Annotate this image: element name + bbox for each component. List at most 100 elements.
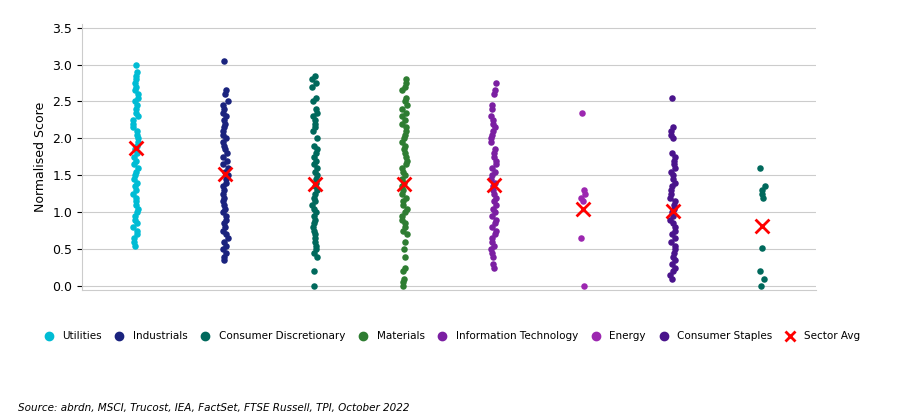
Point xyxy=(307,183,321,190)
Point xyxy=(310,187,324,193)
Point xyxy=(485,131,499,138)
Point xyxy=(127,235,141,241)
Point xyxy=(394,183,409,190)
Point xyxy=(397,276,411,282)
Point xyxy=(487,182,501,188)
Point xyxy=(310,253,324,260)
Point xyxy=(128,176,142,182)
Point xyxy=(131,113,145,120)
Point xyxy=(307,283,321,289)
Point xyxy=(131,165,145,171)
Point xyxy=(131,205,145,212)
Point xyxy=(308,198,322,205)
Point xyxy=(398,253,412,260)
Point xyxy=(308,124,322,131)
Point xyxy=(131,139,145,146)
Point xyxy=(395,216,409,223)
Point xyxy=(484,139,498,146)
Point xyxy=(664,191,678,197)
Point xyxy=(400,94,414,101)
Point xyxy=(221,165,235,171)
Point xyxy=(305,83,320,90)
Text: Source: abrdn, MSCI, Trucost, IEA, FactSet, FTSE Russell, TPI, October 2022: Source: abrdn, MSCI, Trucost, IEA, FactS… xyxy=(18,403,409,413)
Point xyxy=(395,283,409,289)
Point xyxy=(486,117,500,123)
Point xyxy=(399,124,413,131)
Point xyxy=(400,102,414,108)
Point xyxy=(130,150,145,156)
Point xyxy=(219,250,233,256)
Point xyxy=(309,179,323,186)
Point xyxy=(128,242,142,249)
Point xyxy=(306,153,321,160)
Point xyxy=(668,246,682,253)
Point xyxy=(218,120,233,127)
Point xyxy=(664,131,678,138)
Point xyxy=(395,187,409,193)
Point xyxy=(127,239,141,245)
Point xyxy=(667,161,682,168)
Point xyxy=(665,239,679,245)
Point xyxy=(664,216,678,223)
Point xyxy=(308,216,322,223)
Point xyxy=(395,279,409,286)
Point xyxy=(485,172,499,179)
Point xyxy=(668,242,682,249)
Point xyxy=(394,213,409,219)
Point xyxy=(309,157,323,164)
Point xyxy=(397,179,411,186)
Point xyxy=(577,283,592,289)
Point xyxy=(129,157,144,164)
Point xyxy=(128,213,142,219)
Point xyxy=(487,191,501,197)
Point xyxy=(309,106,323,112)
Point xyxy=(216,191,231,197)
Point xyxy=(485,213,499,219)
Point xyxy=(395,139,409,146)
Point xyxy=(126,191,140,197)
Point xyxy=(128,183,143,190)
Point xyxy=(128,168,143,175)
Point xyxy=(400,157,414,164)
Point xyxy=(130,102,145,108)
Point xyxy=(667,264,682,271)
Point xyxy=(306,98,321,105)
Point xyxy=(398,131,412,138)
Point xyxy=(668,224,682,231)
Point xyxy=(306,113,321,120)
Point xyxy=(397,246,411,253)
Point xyxy=(756,194,770,201)
Point xyxy=(394,165,409,171)
Y-axis label: Normalised Score: Normalised Score xyxy=(34,102,47,212)
Point xyxy=(665,261,679,267)
Point xyxy=(129,83,144,90)
Point xyxy=(129,68,144,75)
Point xyxy=(487,91,501,98)
Point xyxy=(665,208,680,214)
Point xyxy=(218,87,233,94)
Point xyxy=(216,124,231,131)
Point xyxy=(665,187,679,193)
Point xyxy=(663,194,677,201)
Point xyxy=(484,176,498,182)
Point xyxy=(400,205,414,212)
Point xyxy=(216,106,231,112)
Point xyxy=(664,128,678,134)
Point xyxy=(305,224,320,231)
Point xyxy=(666,201,681,208)
Point xyxy=(487,150,501,156)
Point xyxy=(310,135,324,142)
Point xyxy=(308,246,322,253)
Point xyxy=(219,242,233,249)
Point xyxy=(400,231,414,238)
Point xyxy=(398,220,412,227)
Point xyxy=(218,216,233,223)
Point xyxy=(399,264,413,271)
Point xyxy=(488,87,502,94)
Point xyxy=(394,191,409,197)
Point xyxy=(130,91,145,98)
Point xyxy=(400,76,414,83)
Point xyxy=(486,253,500,260)
Point xyxy=(129,220,144,227)
Point xyxy=(398,224,412,231)
